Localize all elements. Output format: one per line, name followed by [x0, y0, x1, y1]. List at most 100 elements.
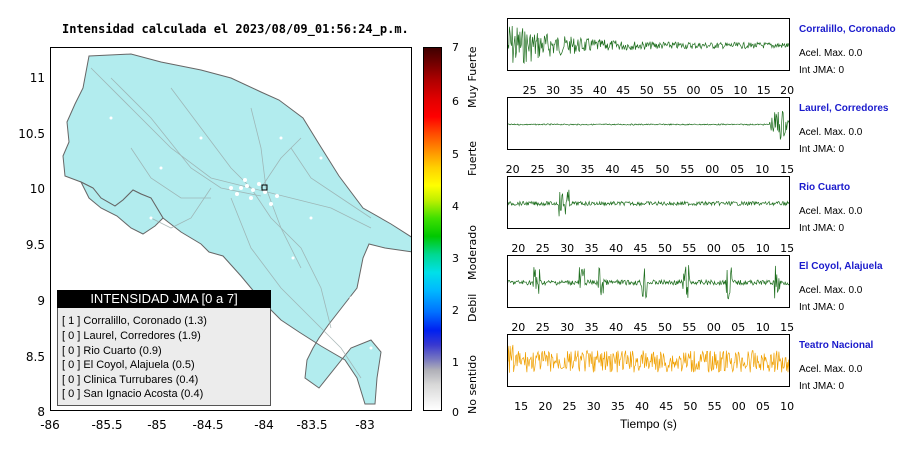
time-tick: 35 [610, 400, 625, 413]
time-tick: 35 [584, 321, 599, 334]
station-int-jma: Int JMA: 0 [799, 302, 845, 313]
time-axis-label: Tiempo (s) [620, 417, 677, 431]
colorbar-number: 4 [452, 200, 459, 213]
map-y-tick: 9.5 [25, 238, 45, 252]
colorbar-number: 3 [452, 252, 459, 265]
time-tick: 55 [682, 321, 697, 334]
time-tick: 25 [535, 242, 550, 255]
time-tick: 15 [780, 163, 795, 176]
seismogram-panel[interactable] [507, 176, 790, 229]
nicoya-peninsula [79, 180, 164, 235]
map-title: Intensidad calculada el 2023/08/09_01:56… [62, 22, 409, 36]
waveform-trace [508, 189, 789, 217]
time-tick: 45 [616, 84, 631, 97]
colorbar-word: Debil [466, 293, 479, 322]
map-y-tick: 10 [29, 182, 45, 196]
map-y-tick: 11 [29, 71, 45, 85]
time-tick: 55 [663, 84, 678, 97]
map-x-tick: -86 [40, 418, 60, 432]
legend-header: INTENSIDAD JMA [0 a 7] [57, 290, 271, 308]
colorbar-word: Muy Fuerte [466, 46, 479, 108]
time-tick: 15 [514, 400, 529, 413]
time-tick: 10 [755, 163, 770, 176]
legend-row: [ 0 ] El Coyol, Alajuela (0.5) [62, 359, 195, 371]
time-tick: 40 [609, 321, 624, 334]
station-int-jma: Int JMA: 0 [799, 223, 845, 234]
time-tick-row: 15 20 25 30 35 40 45 50 55 00 05 10 [507, 400, 794, 413]
station-name: El Coyol, Alajuela [799, 261, 883, 272]
legend-row: [ 0 ] Rio Cuarto (0.9) [62, 345, 162, 357]
legend-row: [ 0 ] San Ignacio Acosta (0.4) [62, 388, 204, 400]
time-tick: 25 [522, 84, 537, 97]
time-tick: 15 [780, 321, 795, 334]
time-tick-row: 20 25 30 35 40 45 50 55 00 05 10 15 [506, 163, 795, 176]
time-tick: 10 [780, 400, 795, 413]
seismogram-panel[interactable] [507, 255, 790, 308]
costa-rica-map [62, 53, 411, 405]
time-tick: 30 [560, 242, 575, 255]
time-tick: 05 [709, 84, 724, 97]
time-tick: 45 [630, 163, 645, 176]
time-tick-row: 20 25 30 35 40 45 50 55 00 05 10 15 [507, 321, 794, 334]
station-int-jma: Int JMA: 0 [799, 65, 845, 76]
time-tick: 40 [592, 84, 607, 97]
time-tick: 50 [683, 400, 698, 413]
time-tick: 25 [535, 321, 550, 334]
waveform-trace [508, 25, 789, 64]
station-name: Laurel, Corredores [799, 103, 889, 114]
station-int-jma: Int JMA: 0 [799, 381, 845, 392]
seismogram-panel[interactable] [507, 18, 790, 71]
time-tick: 55 [680, 163, 695, 176]
colorbar-word: No sentido [466, 354, 479, 414]
time-tick: 00 [705, 163, 720, 176]
time-tick: 45 [659, 400, 674, 413]
colorbar-number: 2 [452, 304, 459, 317]
time-tick: 15 [756, 84, 771, 97]
colorbar-number: 1 [452, 356, 459, 369]
intensity-legend [57, 290, 271, 406]
station-acel: Acel. Max. 0.0 [799, 127, 863, 138]
station-name: Corralillo, Coronado [799, 24, 896, 35]
map-x-tick: -85.5 [91, 418, 123, 432]
waveform [508, 265, 789, 300]
time-tick: 35 [569, 84, 584, 97]
time-tick: 05 [731, 242, 746, 255]
time-tick: 05 [730, 163, 745, 176]
time-tick: 55 [682, 242, 697, 255]
time-tick: 40 [605, 163, 620, 176]
time-tick: 20 [780, 84, 795, 97]
station-name: Rio Cuarto [799, 182, 851, 193]
legend-row: [ 0 ] Laurel, Corredores (1.9) [62, 330, 201, 342]
time-tick: 50 [655, 163, 670, 176]
map-y-tick: 8 [37, 405, 45, 419]
time-tick: 25 [530, 163, 545, 176]
colorbar-number: 0 [452, 406, 459, 419]
map-y-tick: 10.5 [18, 127, 45, 141]
station-acel: Acel. Max. 0.0 [799, 206, 863, 217]
station-name: Teatro Nacional [799, 340, 874, 351]
time-tick: 00 [706, 321, 721, 334]
map-x-tick: -83 [355, 418, 375, 432]
time-tick: 35 [580, 163, 595, 176]
seismogram-panel[interactable] [507, 97, 790, 150]
colorbar-word: Moderado [466, 225, 479, 280]
time-tick: 10 [755, 321, 770, 334]
time-tick: 35 [584, 242, 599, 255]
colorbar-number: 5 [452, 148, 459, 161]
time-tick: 20 [538, 400, 553, 413]
waveform [508, 110, 789, 140]
time-tick: 30 [586, 400, 601, 413]
time-tick: 20 [511, 321, 526, 334]
time-tick-row: 20 25 30 35 40 45 50 55 00 05 10 15 [507, 242, 794, 255]
time-tick: 40 [635, 400, 650, 413]
time-tick: 50 [639, 84, 654, 97]
map-y-tick: 8.5 [25, 350, 45, 364]
waveform [508, 344, 789, 373]
time-tick: 30 [555, 163, 570, 176]
map-x-tick: -84.5 [192, 418, 224, 432]
legend-row: [ 0 ] Clinica Turrubares (0.4) [62, 374, 199, 386]
time-tick: 30 [560, 321, 575, 334]
seismogram-panel[interactable] [507, 334, 790, 387]
time-tick: 00 [731, 400, 746, 413]
waveform-trace [508, 110, 789, 140]
